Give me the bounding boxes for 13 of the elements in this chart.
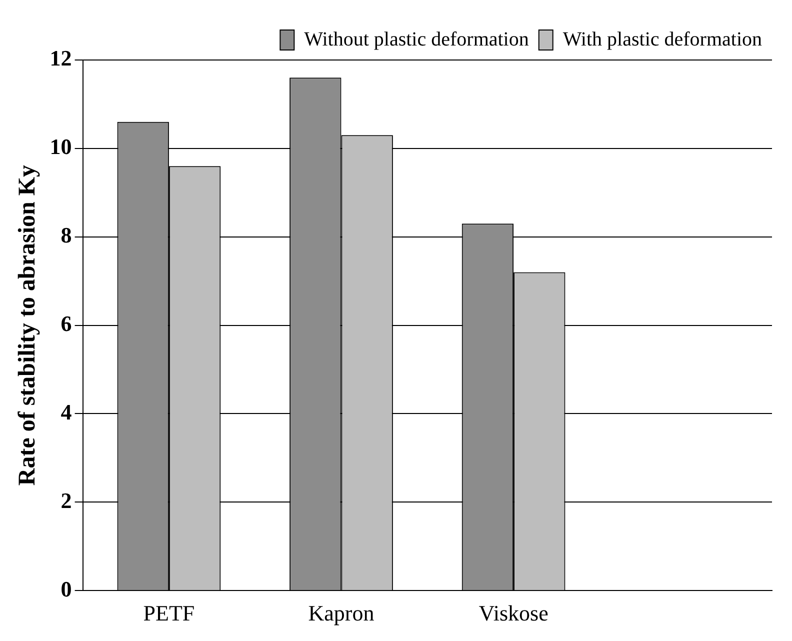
x-tick-label: PETF: [143, 600, 195, 626]
y-axis-title: Rate of stability to abrasion Ky: [14, 164, 41, 486]
y-tick-label: 2: [60, 488, 72, 513]
legend-label: Without plastic deformation: [304, 28, 529, 50]
y-tick-label: 4: [60, 399, 72, 424]
y-tick-label: 10: [50, 134, 72, 160]
x-tick-label: Kapron: [308, 600, 374, 626]
y-tick-label: 8: [60, 222, 72, 248]
y-tick-label: 0: [60, 576, 72, 602]
y-tick-label: 6: [60, 310, 72, 336]
y-tick-label: 12: [50, 46, 72, 71]
x-tick-label: Viskose: [478, 600, 548, 626]
legend-label: With plastic deformation: [562, 28, 762, 50]
